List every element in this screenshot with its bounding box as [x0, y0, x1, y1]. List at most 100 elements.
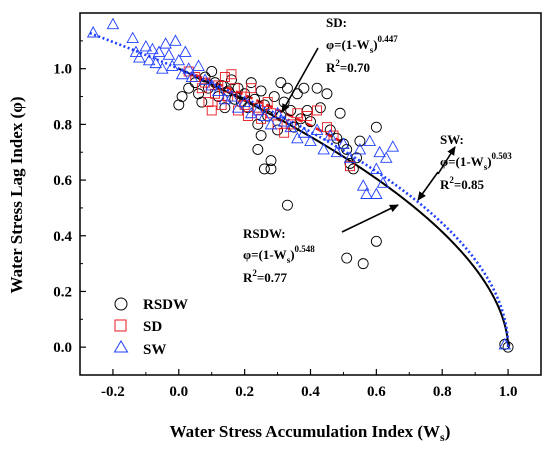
point-sw [498, 337, 512, 350]
y-tick-label: 0.4 [53, 229, 72, 245]
point-sw [192, 59, 205, 71]
point-sw [291, 131, 304, 144]
point-rsdw [357, 258, 369, 270]
point-sw [169, 34, 182, 46]
point-sw [297, 126, 311, 138]
point-sd [302, 111, 313, 121]
legend-marker-rsdw [114, 297, 128, 311]
fit-curve-rsdw [178, 67, 510, 348]
annotation-sw-equation: φ=(1-Ws)0.503 [440, 151, 512, 172]
legend-label-sd: SD [143, 319, 162, 335]
y-axis-title: Water Stress Lag Index (φ) [7, 97, 26, 294]
point-sd [242, 111, 253, 121]
point-rsdw [370, 121, 382, 133]
annotation-sd-name: SD: [326, 15, 347, 30]
point-sd [262, 97, 273, 108]
point-sw [337, 137, 350, 149]
point-rsdw [239, 88, 251, 100]
axis-ticks: -0.2 0.0 0.2 0.4 0.6 0.8 1.0 0.0 0.2 0.4 0.6 0.8 1.0 [53, 12, 542, 400]
legend-marker-sw [113, 340, 129, 353]
point-rsdw [216, 79, 228, 91]
point-sw [231, 101, 245, 113]
annotation-rsdw: RSDW: φ=(1-Ws)0.548 R2=0.77 [243, 226, 315, 285]
point-rsdw [219, 102, 231, 114]
point-rsdw [370, 235, 382, 247]
point-sw [264, 117, 278, 130]
point-sw [162, 48, 176, 60]
point-sw [251, 104, 265, 116]
point-sw [277, 115, 291, 127]
point-rsdw [249, 93, 260, 105]
legend-item-rsdw: RSDW [114, 297, 188, 313]
point-rsdw [268, 91, 280, 102]
point-sw [165, 59, 179, 71]
annotation-sd-equation: φ=(1-Ws)0.447 [326, 34, 398, 55]
legend-item-sw: SW [113, 340, 166, 358]
legend: RSDW SD SW [113, 297, 188, 358]
point-sw [149, 56, 162, 69]
point-sw [304, 134, 317, 147]
annotation-rsdw-r2: R2=0.77 [243, 268, 288, 285]
point-sw [360, 187, 373, 199]
point-rsdw [324, 124, 336, 136]
fit-curve-sw [89, 31, 510, 348]
y-tick-label: 0.0 [53, 340, 72, 356]
point-rsdw [252, 118, 264, 130]
point-sw [370, 187, 383, 199]
point-sd [345, 161, 355, 172]
point-sd [285, 119, 296, 130]
x-tick-label: 0.4 [301, 384, 320, 400]
point-sw [198, 73, 212, 85]
point-rsdw [321, 88, 333, 100]
point-sd [236, 91, 247, 102]
point-sw [212, 84, 225, 96]
point-rsdw [298, 82, 310, 94]
arrow-sd [281, 47, 319, 113]
legend-label-rsdw: RSDW [143, 297, 188, 313]
point-sd [210, 88, 220, 99]
point-rsdw [272, 124, 284, 136]
arrow-sw-head [437, 146, 456, 175]
series-rsdw [173, 66, 514, 353]
point-sd [312, 105, 323, 116]
point-rsdw [344, 157, 356, 169]
annotation-sd: SD: φ=(1-Ws)0.447 R2=0.70 [326, 15, 398, 75]
point-sw [133, 51, 146, 63]
point-rsdw [305, 116, 316, 128]
point-sw [356, 179, 370, 191]
point-sw [139, 39, 153, 52]
point-sw [284, 120, 298, 133]
point-rsdw [295, 113, 307, 125]
point-rsdw [282, 82, 293, 94]
point-sw [317, 143, 330, 155]
legend-marker-sd [114, 319, 127, 332]
point-sd [252, 102, 263, 113]
point-sw [142, 53, 156, 66]
point-sd [203, 97, 214, 108]
point-sd [219, 72, 230, 82]
point-rsdw [226, 74, 237, 86]
point-sw [363, 134, 377, 147]
point-sd [292, 108, 303, 119]
x-tick-label: 1.0 [499, 384, 518, 400]
point-sw [106, 17, 120, 30]
point-sw [370, 162, 383, 174]
point-rsdw [265, 163, 277, 175]
point-sw [205, 78, 218, 91]
point-sw [310, 123, 324, 135]
annotation-sw: SW: φ=(1-Ws)0.503 R2=0.85 [440, 132, 512, 192]
point-sw [156, 62, 169, 74]
point-sw [376, 176, 390, 188]
point-rsdw [502, 341, 514, 353]
point-sw [175, 67, 189, 80]
point-sw [146, 42, 159, 55]
point-rsdw [258, 163, 270, 175]
point-rsdw [222, 85, 234, 97]
point-sw [379, 151, 393, 163]
point-rsdw [282, 199, 293, 211]
point-sw [238, 95, 251, 108]
y-tick-label: 0.6 [53, 173, 72, 189]
point-sd [266, 108, 276, 119]
